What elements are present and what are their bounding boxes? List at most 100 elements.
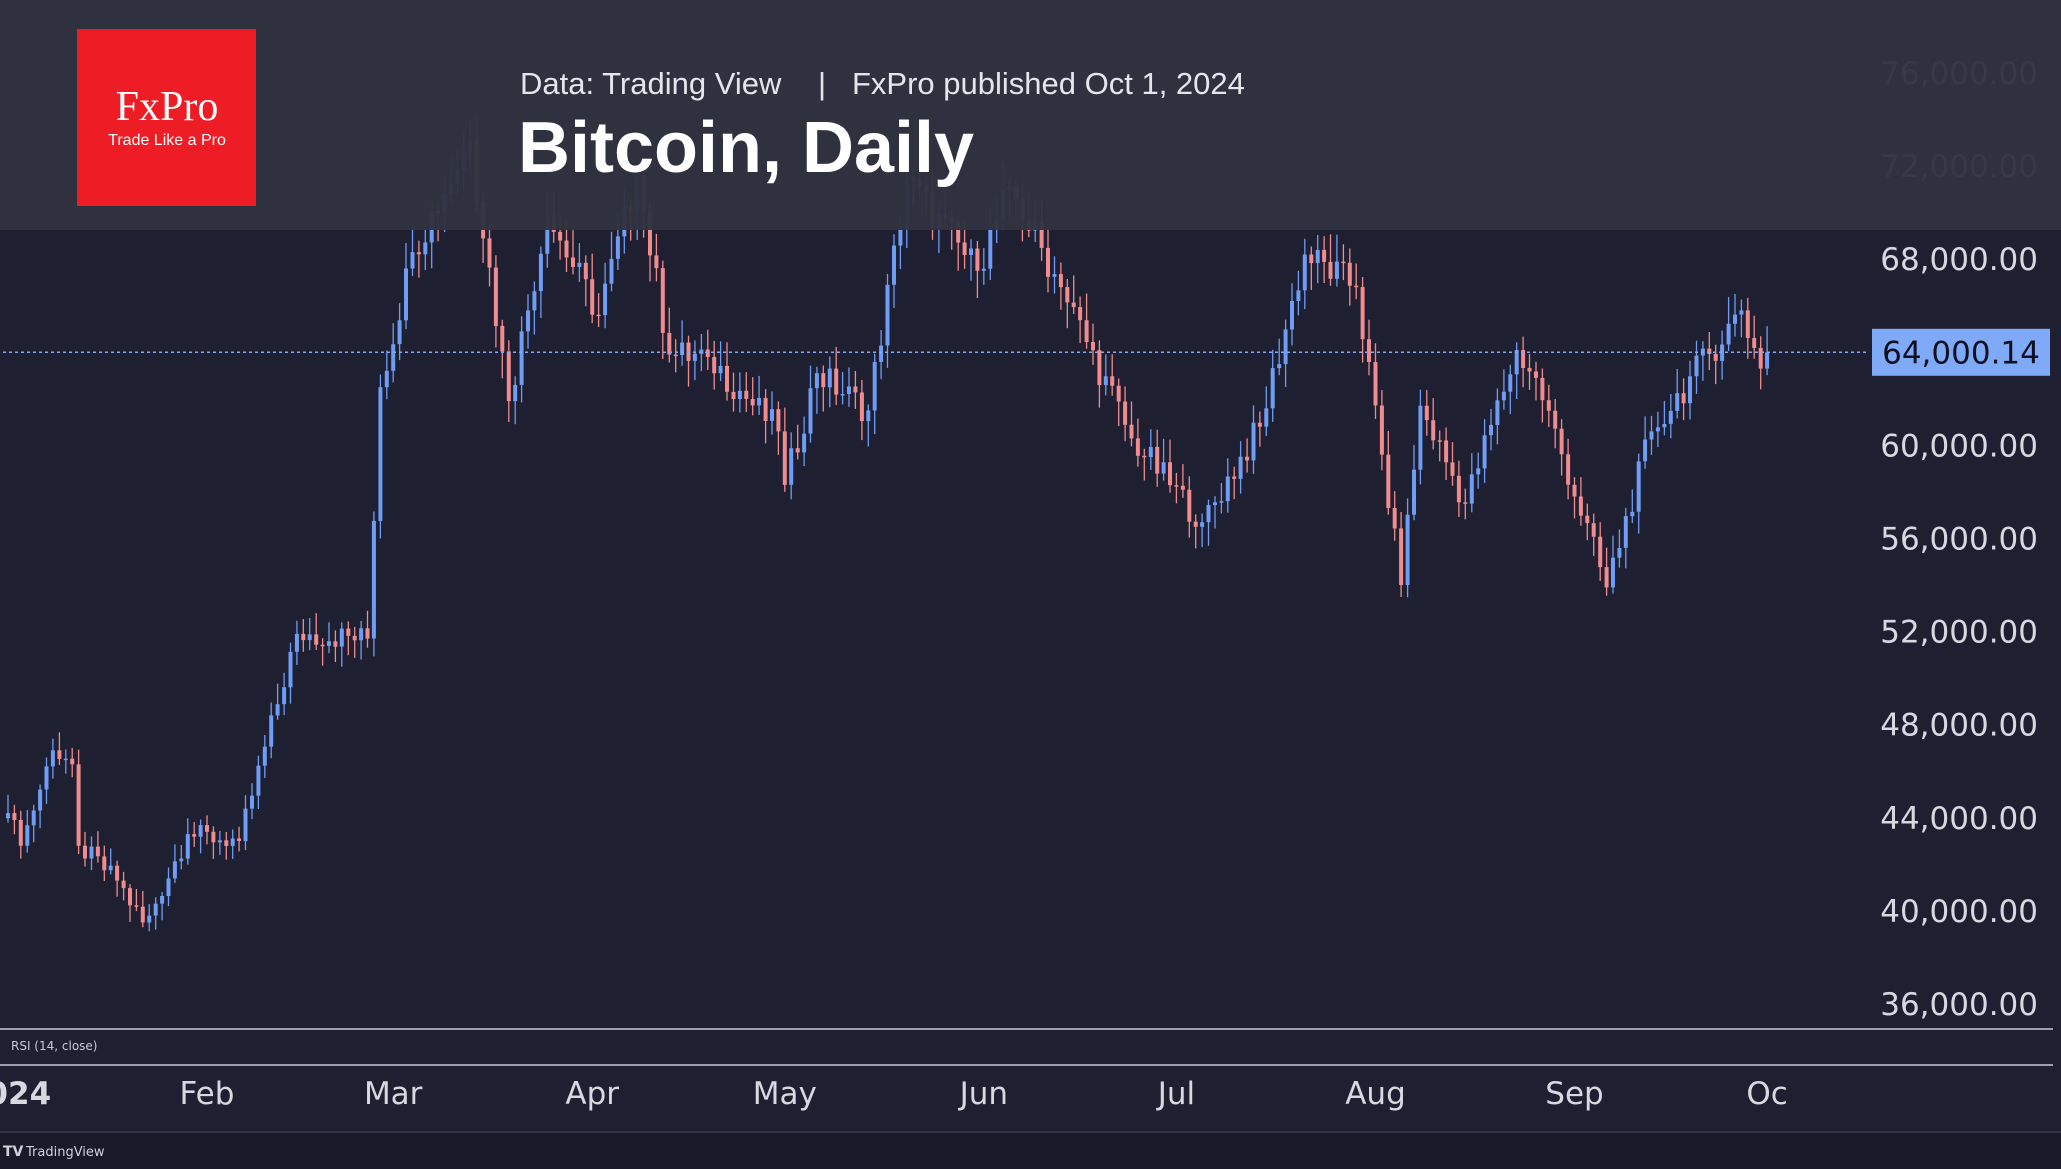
candle-body [493, 267, 498, 326]
candle-body [975, 248, 980, 271]
y-tick-label: 44,000.00 [1880, 801, 2038, 837]
candle-body [140, 906, 145, 923]
candle-body [160, 896, 165, 904]
candle-body [1148, 446, 1153, 458]
candle-body [1643, 439, 1648, 462]
candle-body [243, 808, 248, 842]
candle-body [128, 888, 132, 906]
candle-body [327, 641, 331, 646]
candle-body [1540, 377, 1545, 401]
candle-body [1752, 338, 1757, 348]
candle-body [134, 905, 139, 907]
candle-body [250, 795, 254, 809]
candle-body [1270, 368, 1275, 409]
candle-body [397, 320, 402, 345]
candle-body [583, 262, 588, 280]
candle-body [1334, 261, 1339, 279]
candle-body [1534, 371, 1538, 378]
x-tick-label: Feb [180, 1076, 235, 1112]
candle-body [423, 242, 428, 255]
candle-body [320, 644, 325, 647]
candle-body [782, 431, 787, 485]
candle-body [1264, 408, 1269, 427]
candle-body [1386, 454, 1391, 508]
candle-body [981, 268, 986, 271]
candle-body [18, 820, 23, 846]
candle-body [1392, 508, 1397, 529]
candle-body [1508, 374, 1513, 392]
candle-body [1052, 274, 1057, 277]
candle-body [262, 746, 267, 766]
candle-body [1213, 502, 1217, 506]
candle-body [31, 810, 36, 826]
candle-body [1097, 350, 1102, 386]
candle-body [1739, 310, 1744, 315]
candle-body [763, 398, 768, 421]
candle-body [1617, 548, 1622, 558]
candle-body [1745, 310, 1750, 338]
candle-body [1463, 502, 1468, 504]
candle-body [198, 825, 203, 837]
candle-body [1444, 440, 1449, 463]
candle-body [718, 365, 723, 374]
candle-body [166, 878, 171, 896]
fxpro-logo-tagline: Trade Like a Pro [108, 132, 226, 149]
candle-body [1412, 469, 1416, 515]
candle-body [1168, 462, 1172, 486]
x-tick-label: Jun [958, 1076, 1008, 1112]
candle-body [256, 765, 261, 796]
candle-body [827, 368, 832, 388]
candle-body [705, 349, 710, 357]
candle-body [776, 409, 781, 432]
candle-body [834, 368, 839, 395]
candle-body [1649, 431, 1654, 440]
candle-body [847, 386, 851, 394]
candle-body [1604, 567, 1609, 588]
candle-body [1405, 514, 1410, 585]
candle-body [596, 314, 601, 317]
candle-body [1636, 461, 1641, 512]
candle-body [1193, 521, 1198, 527]
candle-body [301, 633, 306, 641]
candle-body [545, 215, 550, 254]
candle-body [1521, 350, 1526, 368]
candle-body [1290, 301, 1294, 330]
candle-body [1225, 476, 1230, 502]
candle-body [654, 255, 659, 269]
candle-body [1688, 376, 1692, 404]
x-tick-label: Oc [1746, 1076, 1787, 1112]
y-tick-label: 36,000.00 [1880, 987, 2038, 1023]
candle-body [1489, 424, 1493, 436]
candle-body [1681, 393, 1686, 404]
candle-body [814, 373, 819, 389]
candle-body [1200, 522, 1205, 527]
candle-body [577, 262, 582, 267]
candle-body [359, 628, 364, 641]
candle-body [1219, 501, 1224, 503]
candle-body [1245, 456, 1250, 461]
candle-body [44, 766, 49, 790]
tradingview-logo: TV TradingView [3, 1144, 105, 1160]
candle-body [859, 392, 864, 422]
candle-body [1129, 424, 1134, 439]
candle-body [673, 354, 678, 357]
candle-body [615, 236, 620, 259]
candle-body [1482, 435, 1487, 469]
candle-body [1655, 427, 1660, 432]
tradingview-label: TradingView [25, 1145, 105, 1160]
candle-body [89, 846, 94, 859]
candle-body [744, 390, 749, 399]
candle-body [879, 345, 884, 362]
candle-body [269, 715, 274, 747]
candle-body [821, 373, 826, 388]
candle-body [1277, 364, 1282, 369]
candle-body [1585, 515, 1590, 524]
candle-body [1039, 222, 1044, 248]
candle-body [1450, 462, 1455, 476]
candle-body [1283, 329, 1288, 365]
candle-body [789, 448, 794, 485]
candle-body [307, 634, 312, 641]
candle-body [147, 915, 152, 923]
candle-body [1354, 285, 1359, 288]
